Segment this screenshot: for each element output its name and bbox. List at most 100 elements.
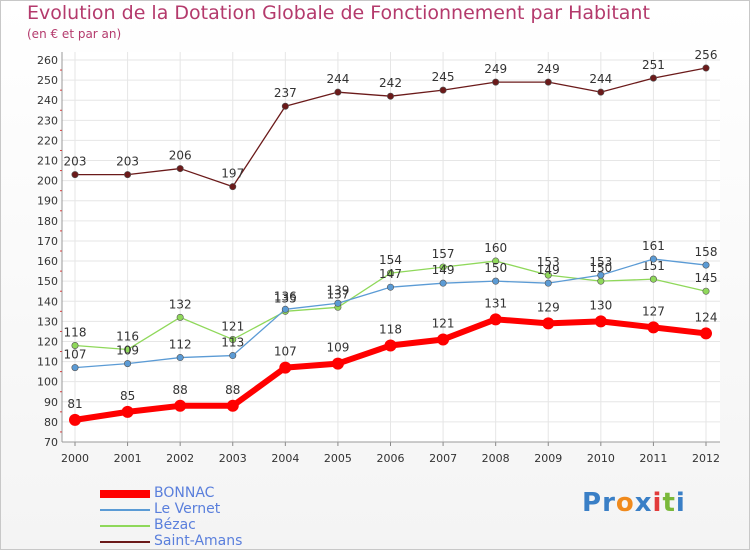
data-label: 129 [537,300,560,314]
logo-letter: x [634,488,653,518]
x-tick-label: 2007 [429,452,457,465]
data-label: 147 [379,267,402,281]
data-point [281,102,289,110]
logo-letter: t [662,488,676,518]
x-tick-label: 2011 [639,452,667,465]
data-label: 130 [589,298,612,312]
legend-label: Le Vernet [154,501,221,517]
data-point [384,339,397,352]
y-tick-label: 90 [44,396,58,409]
data-point [597,271,605,279]
data-point [174,399,187,412]
data-label: 157 [432,247,455,261]
chart-subtitle: (en € et par an) [27,27,122,41]
data-point [649,275,657,283]
data-label: 118 [64,325,87,339]
x-tick-label: 2004 [271,452,299,465]
logo-letter: o [615,488,635,518]
data-point [544,78,552,86]
data-point [702,64,710,72]
data-label: 237 [274,86,297,100]
data-label: 251 [642,58,665,72]
data-label: 107 [274,345,297,359]
data-point [176,165,184,173]
data-point [489,313,502,326]
x-tick-label: 2009 [534,452,562,465]
data-label: 113 [221,336,244,350]
logo-letter: r [602,488,616,518]
data-label: 161 [642,239,665,253]
data-label: 203 [64,155,87,169]
x-tick-label: 2006 [377,452,405,465]
legend-swatch [100,541,150,543]
data-label: 249 [484,62,507,76]
data-label: 151 [642,259,665,273]
y-tick-label: 180 [37,215,58,228]
x-tick-label: 2010 [587,452,615,465]
data-label: 85 [120,389,135,403]
legend-swatch [100,509,150,511]
data-point [124,171,132,179]
x-tick-label: 2008 [482,452,510,465]
data-label: 145 [695,271,718,285]
data-point [124,346,132,354]
logo-letter: i [652,488,663,518]
data-point [226,399,239,412]
data-point [386,283,394,291]
data-label: 116 [116,330,139,344]
legend-label: Bézac [154,517,196,533]
data-point [176,354,184,362]
data-label: 88 [173,383,188,397]
data-point [281,305,289,313]
data-point [702,287,710,295]
data-label: 160 [484,241,507,255]
x-tick-label: 2001 [114,452,142,465]
data-label: 127 [642,304,665,318]
data-label: 135 [274,291,297,305]
data-point [71,341,79,349]
data-label: 109 [326,341,349,355]
y-tick-label: 170 [37,235,58,248]
data-point [492,277,500,285]
y-tick-label: 110 [37,356,58,369]
data-point [334,299,342,307]
y-tick-label: 70 [44,436,58,449]
legend-label: Saint-Amans [154,533,243,549]
y-tick-label: 130 [37,315,58,328]
data-point [71,364,79,372]
legend-swatch [100,490,150,498]
x-tick-label: 2012 [692,452,720,465]
data-point [702,261,710,269]
data-label: 206 [169,149,192,163]
data-point [597,88,605,96]
data-label: 124 [695,310,718,324]
data-label: 203 [116,155,139,169]
data-label: 131 [484,296,507,310]
data-label: 154 [379,253,402,267]
data-label: 244 [326,72,349,86]
data-point [124,360,132,368]
data-point [542,317,555,330]
data-label: 121 [221,319,244,333]
legend-label: BONNAC [154,485,215,501]
data-label: 81 [67,397,82,411]
data-point [544,279,552,287]
data-point [649,255,657,263]
data-point [439,263,447,271]
y-tick-label: 140 [37,295,58,308]
data-point [176,313,184,321]
y-tick-label: 260 [37,54,58,67]
data-point [492,257,500,265]
data-label: 150 [484,261,507,275]
data-point [71,171,79,179]
data-point [229,335,237,343]
data-point [439,86,447,94]
data-label: 137 [326,287,349,301]
data-label: 88 [225,383,240,397]
data-point [437,333,450,346]
data-point [229,352,237,360]
data-label: 153 [537,255,560,269]
data-label: 197 [221,167,244,181]
y-tick-label: 220 [37,134,58,147]
x-tick-label: 2003 [219,452,247,465]
